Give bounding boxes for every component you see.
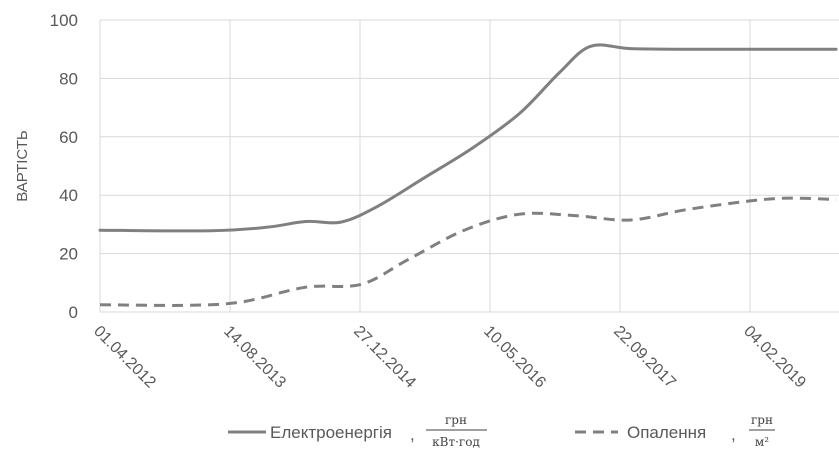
legend-unit-heating: грн м² bbox=[749, 413, 775, 449]
x-tick-label: 10.05.2016 bbox=[480, 323, 549, 392]
y-tick-label: 20 bbox=[59, 245, 78, 264]
legend: Електроенергія , грн кВт·год Опалення , … bbox=[228, 413, 775, 449]
legend-unit-electricity: грн кВт·год bbox=[426, 413, 487, 449]
y-axis-tick-labels: 0 20 40 60 80 100 bbox=[50, 11, 78, 322]
y-tick-label: 60 bbox=[59, 128, 78, 147]
legend-comma-electricity: , bbox=[410, 425, 415, 444]
unit-denominator-heating: м² bbox=[755, 435, 769, 449]
x-tick-label: 22.09.2017 bbox=[610, 323, 679, 392]
y-tick-label: 0 bbox=[69, 303, 78, 322]
unit-denominator-electricity: кВт·год bbox=[432, 435, 480, 449]
x-tick-label: 01.04.2012 bbox=[90, 323, 159, 392]
unit-numerator-electricity: грн bbox=[445, 413, 467, 427]
legend-comma-heating: , bbox=[731, 425, 736, 444]
gridlines bbox=[99, 19, 839, 312]
y-tick-label: 100 bbox=[50, 11, 78, 30]
legend-item-heating: Опалення , грн м² bbox=[575, 413, 775, 449]
y-tick-label: 80 bbox=[59, 69, 78, 88]
x-tick-label: 27.12.2014 bbox=[350, 323, 419, 392]
series-line-electricity bbox=[98, 43, 838, 233]
x-tick-label: 14.08.2013 bbox=[220, 323, 289, 392]
x-tick-label: 04.02.2019 bbox=[740, 323, 809, 392]
legend-label-electricity: Електроенергія bbox=[270, 423, 392, 442]
y-axis-label: ВАРТІСТЬ bbox=[14, 130, 31, 202]
legend-item-electricity: Електроенергія , грн кВт·год bbox=[228, 413, 487, 449]
series-lines bbox=[98, 43, 838, 307]
legend-label-heating: Опалення bbox=[627, 423, 706, 442]
x-axis-tick-labels: 01.04.2012 14.08.2013 27.12.2014 10.05.2016… bbox=[90, 323, 809, 392]
y-tick-label: 40 bbox=[59, 186, 78, 205]
series-line-heating bbox=[99, 196, 837, 307]
unit-numerator-heating: грн bbox=[751, 413, 773, 427]
